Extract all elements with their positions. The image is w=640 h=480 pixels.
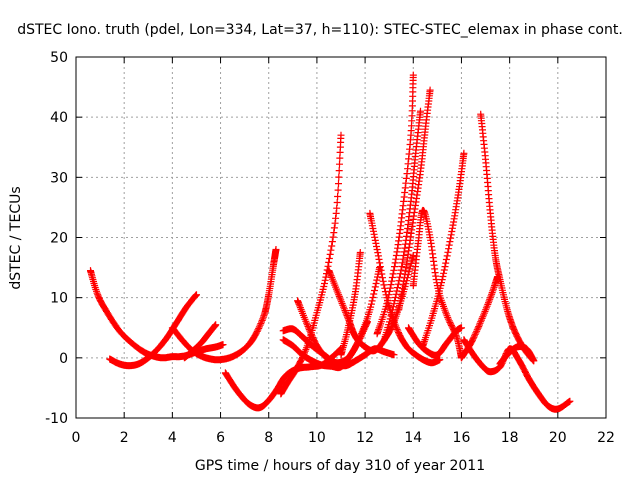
data-point-markers bbox=[395, 86, 434, 314]
data-point-markers bbox=[180, 321, 220, 362]
series-arc16 bbox=[409, 206, 465, 362]
x-tick-label: 12 bbox=[356, 430, 374, 446]
series-arc11 bbox=[337, 249, 364, 359]
series-arc15 bbox=[395, 86, 434, 314]
series-arc3 bbox=[168, 246, 280, 364]
x-tick-label: 0 bbox=[72, 430, 81, 446]
series-arc14 bbox=[380, 107, 424, 344]
y-tick-label: -10 bbox=[45, 411, 68, 427]
x-tick-label: 6 bbox=[216, 430, 225, 446]
y-tick-label: 50 bbox=[50, 50, 68, 66]
data-point-markers bbox=[460, 336, 574, 413]
x-tick-label: 8 bbox=[264, 430, 273, 446]
data-point-markers bbox=[373, 71, 417, 338]
data-point-markers bbox=[496, 343, 538, 368]
series-arc13 bbox=[373, 71, 417, 338]
series-arc19 bbox=[460, 336, 574, 413]
x-tick-label: 18 bbox=[501, 430, 519, 446]
y-tick-label: 30 bbox=[50, 170, 68, 186]
x-tick-label: 20 bbox=[549, 430, 567, 446]
data-point-markers bbox=[380, 107, 424, 344]
series-arc22 bbox=[496, 343, 538, 368]
x-tick-label: 16 bbox=[453, 430, 471, 446]
series-arc18 bbox=[419, 149, 468, 350]
x-tick-label: 2 bbox=[120, 430, 129, 446]
data-point-markers bbox=[458, 273, 502, 362]
y-tick-label: 20 bbox=[50, 231, 68, 247]
x-axis-label: GPS time / hours of day 310 of year 2011 bbox=[195, 458, 485, 474]
x-tick-label: 14 bbox=[404, 430, 422, 446]
x-tick-label: 4 bbox=[168, 430, 177, 446]
y-tick-label: 40 bbox=[50, 110, 68, 126]
series-arc2 bbox=[106, 291, 200, 370]
y-tick-label: 10 bbox=[50, 291, 68, 307]
data-point-markers bbox=[106, 291, 200, 370]
y-axis-label: dSTEC / TECUs bbox=[8, 186, 24, 289]
data-point-markers bbox=[168, 246, 280, 364]
series-arc4 bbox=[180, 321, 220, 362]
chart-series bbox=[87, 71, 574, 413]
chart-title: dSTEC Iono. truth (pdel, Lon=334, Lat=37… bbox=[17, 22, 623, 38]
x-tick-label: 10 bbox=[308, 430, 326, 446]
data-point-markers bbox=[419, 149, 468, 350]
series-arc21 bbox=[458, 273, 502, 362]
data-point-markers bbox=[337, 249, 364, 359]
data-point-markers bbox=[409, 206, 465, 362]
x-tick-label: 22 bbox=[597, 430, 615, 446]
y-tick-label: 0 bbox=[59, 351, 68, 367]
